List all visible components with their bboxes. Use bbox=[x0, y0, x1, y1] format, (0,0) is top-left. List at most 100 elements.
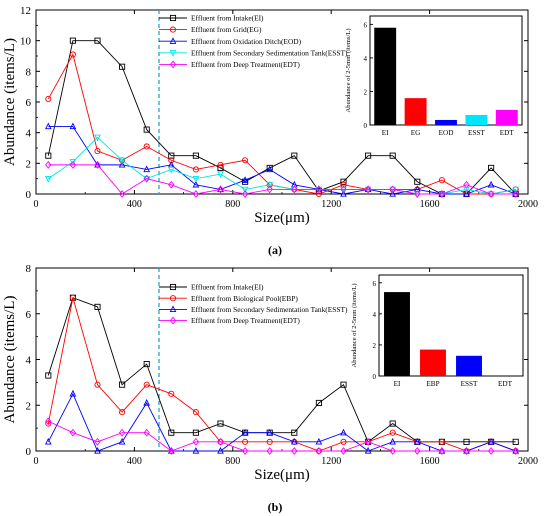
y-tick-label: 8 bbox=[26, 263, 32, 275]
data-point bbox=[389, 447, 396, 455]
y-tick-label: 6 bbox=[26, 309, 32, 321]
data-point bbox=[45, 417, 52, 426]
data-point bbox=[143, 174, 150, 183]
series-line bbox=[48, 126, 516, 195]
y-tick-label: 8 bbox=[26, 66, 32, 78]
x-tick-label: 1600 bbox=[420, 199, 440, 210]
data-point bbox=[291, 429, 298, 436]
data-point bbox=[290, 437, 298, 445]
data-point bbox=[512, 438, 519, 445]
data-point bbox=[364, 446, 372, 454]
data-point bbox=[118, 428, 126, 437]
legend-label: Effluent from Deep Treatment(EDT) bbox=[191, 316, 300, 325]
data-point bbox=[414, 190, 421, 198]
data-point bbox=[94, 381, 101, 388]
data-point bbox=[118, 190, 126, 198]
data-point bbox=[512, 447, 519, 455]
x-tick-label: 400 bbox=[127, 199, 142, 210]
data-point bbox=[389, 429, 396, 436]
x-tick-label: 1600 bbox=[420, 456, 440, 467]
inset-y-tick-label: 2 bbox=[373, 342, 377, 350]
data-point bbox=[291, 185, 298, 194]
y-tick-label: 0 bbox=[26, 189, 32, 201]
data-point bbox=[192, 437, 200, 446]
data-point bbox=[94, 37, 101, 44]
data-point bbox=[94, 148, 101, 155]
panel-b: 0 400 800 1200 1600 2000 0 2 4 6 8 Size(μm) Abundanc… bbox=[2, 263, 538, 514]
data-point bbox=[389, 420, 396, 427]
inset-bar bbox=[374, 27, 397, 125]
legend-marker bbox=[169, 60, 177, 69]
legend-marker bbox=[169, 295, 177, 302]
data-point bbox=[94, 437, 101, 446]
x-axis-title: Size(μm) bbox=[254, 210, 310, 226]
data-point bbox=[364, 185, 372, 194]
x-tick-label: 2000 bbox=[518, 199, 538, 210]
data-point bbox=[463, 186, 470, 194]
y-tick-label: 2 bbox=[26, 158, 32, 170]
inset-category-label: ESST bbox=[461, 380, 478, 388]
x-axis-title: Size(μm) bbox=[254, 467, 310, 483]
data-point bbox=[143, 143, 150, 150]
data-point bbox=[192, 409, 199, 416]
data-point bbox=[168, 429, 175, 436]
x-tick-label: 0 bbox=[34, 199, 39, 210]
data-point bbox=[413, 437, 421, 445]
data-point bbox=[266, 438, 273, 445]
data-point bbox=[143, 428, 150, 437]
data-point bbox=[463, 438, 470, 445]
data-point bbox=[463, 447, 470, 455]
y-tick-label: 10 bbox=[20, 36, 32, 48]
data-point bbox=[242, 157, 249, 164]
data-point bbox=[266, 182, 274, 189]
data-point bbox=[69, 160, 77, 169]
x-tick-label: 0 bbox=[34, 456, 39, 467]
inset-category-label: EDT bbox=[500, 129, 515, 137]
data-point bbox=[45, 420, 52, 427]
inset-y-axis-title: Abundance of 2-5mm (items/L) bbox=[345, 28, 352, 112]
series-line bbox=[48, 136, 516, 195]
data-point bbox=[217, 437, 224, 446]
data-point bbox=[94, 446, 101, 454]
inset-y-tick-label: 6 bbox=[373, 280, 377, 288]
data-point bbox=[340, 428, 347, 436]
inset-y-tick-label: 0 bbox=[373, 373, 377, 381]
inset-bar bbox=[456, 355, 482, 376]
data-point bbox=[143, 361, 150, 368]
panel-a: 0 400 800 1200 1600 2000 0 2 4 6 8 10 12 Size(μm) Abun… bbox=[2, 5, 538, 257]
data-point bbox=[340, 185, 347, 194]
data-point bbox=[414, 178, 421, 185]
data-point bbox=[44, 437, 52, 445]
data-point bbox=[512, 186, 520, 194]
legend-label: Effluent from Deep Treatment(EDT) bbox=[191, 60, 300, 69]
x-tick-label: 1200 bbox=[321, 199, 341, 210]
data-point bbox=[217, 185, 224, 193]
data-point bbox=[44, 176, 52, 183]
inset-bar bbox=[495, 109, 518, 125]
data-point bbox=[463, 180, 470, 189]
data-point bbox=[217, 161, 224, 168]
data-point bbox=[217, 164, 224, 171]
data-point bbox=[168, 152, 175, 159]
data-point bbox=[192, 152, 199, 159]
inset-bar bbox=[404, 98, 427, 125]
data-point bbox=[291, 447, 298, 455]
data-point bbox=[143, 165, 151, 173]
panel-b-inset: 0 2 4 6 EI EBP ESST EDT Abundance of 2-5mm (item… bbox=[351, 274, 524, 388]
data-point bbox=[266, 165, 274, 173]
legend-marker bbox=[169, 50, 177, 57]
data-point bbox=[241, 447, 249, 455]
panel-b-plot: 0 400 800 1200 1600 2000 0 2 4 6 8 Size(μm) Abundanc… bbox=[2, 263, 538, 483]
y-tick-label: 6 bbox=[26, 97, 32, 109]
data-point bbox=[241, 176, 249, 183]
x-tick-label: 400 bbox=[127, 456, 142, 467]
data-point bbox=[167, 166, 175, 174]
data-point bbox=[44, 122, 52, 130]
legend-label: Effluent from Oxidation Ditch(EOD) bbox=[191, 37, 302, 46]
legend: Effluent from Intake(EI) Effluent from Bi… bbox=[159, 283, 348, 325]
data-point bbox=[69, 389, 77, 397]
data-point bbox=[217, 446, 224, 454]
data-point bbox=[340, 189, 347, 197]
data-point bbox=[45, 372, 52, 379]
